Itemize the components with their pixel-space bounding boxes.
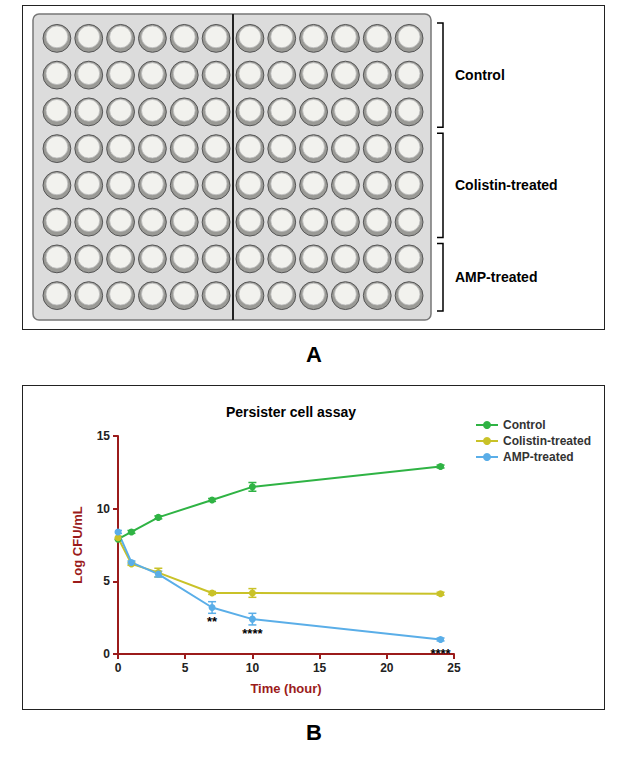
- svg-text:Control: Control: [503, 418, 546, 432]
- svg-text:25: 25: [447, 661, 461, 675]
- svg-text:15: 15: [313, 661, 327, 675]
- html-text:B: B: [306, 720, 322, 745]
- svg-text:Control: Control: [455, 67, 505, 83]
- svg-text:Log CFU/mL: Log CFU/mL: [70, 506, 85, 583]
- svg-text:**: **: [207, 614, 218, 629]
- html-text:A: A: [306, 342, 322, 367]
- svg-text:15: 15: [97, 429, 111, 443]
- svg-text:10: 10: [97, 502, 111, 516]
- svg-text:Persister cell assay: Persister cell assay: [226, 404, 356, 420]
- svg-text:Colistin-treated: Colistin-treated: [455, 177, 558, 193]
- svg-text:****: ****: [430, 646, 451, 661]
- svg-text:AMP-treated: AMP-treated: [455, 269, 537, 285]
- svg-text:Time (hour): Time (hour): [250, 681, 321, 696]
- svg-text:10: 10: [246, 661, 260, 675]
- svg-text:5: 5: [103, 574, 110, 588]
- svg-text:20: 20: [380, 661, 394, 675]
- svg-text:Colistin-treated: Colistin-treated: [503, 434, 591, 448]
- svg-text:AMP-treated: AMP-treated: [503, 450, 574, 464]
- svg-text:0: 0: [115, 661, 122, 675]
- svg-text:5: 5: [182, 661, 189, 675]
- svg-text:0: 0: [103, 647, 110, 661]
- svg-text:****: ****: [242, 626, 263, 641]
